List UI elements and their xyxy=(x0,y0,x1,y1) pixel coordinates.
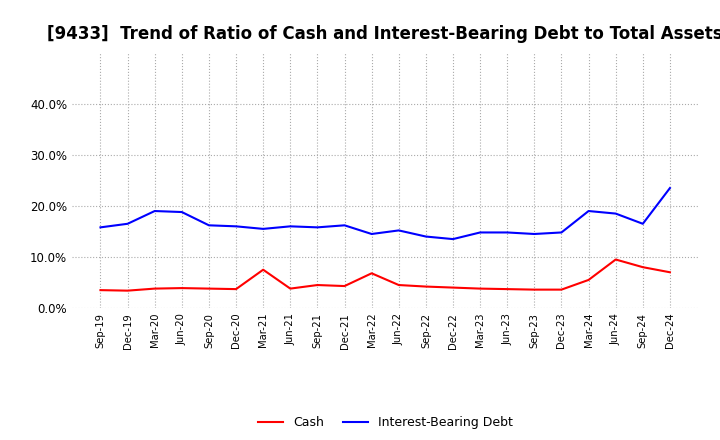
Cash xyxy=(476,286,485,291)
Interest-Bearing Debt xyxy=(286,224,294,229)
Cash xyxy=(367,271,376,276)
Interest-Bearing Debt xyxy=(584,209,593,214)
Cash xyxy=(421,284,430,289)
Cash xyxy=(611,257,620,262)
Interest-Bearing Debt xyxy=(611,211,620,216)
Cash xyxy=(178,286,186,291)
Cash xyxy=(557,287,566,292)
Interest-Bearing Debt xyxy=(665,185,674,191)
Interest-Bearing Debt xyxy=(178,209,186,215)
Cash xyxy=(313,282,322,288)
Cash xyxy=(232,286,240,292)
Cash xyxy=(96,287,105,293)
Cash xyxy=(584,277,593,282)
Interest-Bearing Debt xyxy=(530,231,539,237)
Legend: Cash, Interest-Bearing Debt: Cash, Interest-Bearing Debt xyxy=(253,411,518,434)
Cash xyxy=(259,267,268,272)
Interest-Bearing Debt xyxy=(639,221,647,227)
Cash xyxy=(665,270,674,275)
Interest-Bearing Debt xyxy=(421,234,430,239)
Cash xyxy=(286,286,294,291)
Interest-Bearing Debt xyxy=(395,228,403,233)
Interest-Bearing Debt xyxy=(449,236,457,242)
Cash xyxy=(123,288,132,293)
Interest-Bearing Debt xyxy=(313,225,322,230)
Interest-Bearing Debt xyxy=(341,223,349,228)
Cash xyxy=(395,282,403,288)
Interest-Bearing Debt xyxy=(232,224,240,229)
Interest-Bearing Debt xyxy=(123,221,132,227)
Interest-Bearing Debt xyxy=(476,230,485,235)
Cash xyxy=(503,286,511,292)
Line: Interest-Bearing Debt: Interest-Bearing Debt xyxy=(101,188,670,239)
Cash xyxy=(150,286,159,291)
Cash xyxy=(341,283,349,289)
Interest-Bearing Debt xyxy=(503,230,511,235)
Cash xyxy=(204,286,213,291)
Cash xyxy=(449,285,457,290)
Interest-Bearing Debt xyxy=(557,230,566,235)
Interest-Bearing Debt xyxy=(259,226,268,231)
Line: Cash: Cash xyxy=(101,260,670,291)
Interest-Bearing Debt xyxy=(96,225,105,230)
Interest-Bearing Debt xyxy=(150,209,159,214)
Title: [9433]  Trend of Ratio of Cash and Interest-Bearing Debt to Total Assets: [9433] Trend of Ratio of Cash and Intere… xyxy=(48,25,720,43)
Cash xyxy=(530,287,539,292)
Interest-Bearing Debt xyxy=(367,231,376,237)
Cash xyxy=(639,264,647,270)
Interest-Bearing Debt xyxy=(204,223,213,228)
